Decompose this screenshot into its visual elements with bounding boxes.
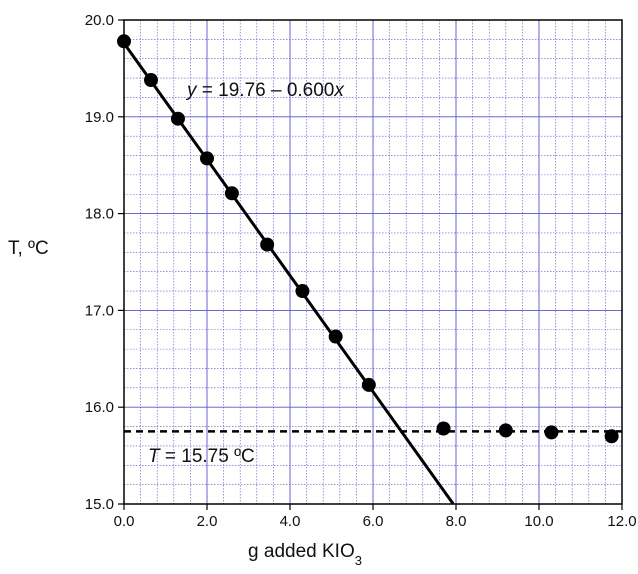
data-point <box>498 423 513 438</box>
data-point <box>260 237 275 252</box>
x-tick-label: 12.0 <box>607 513 636 530</box>
y-tick-label: 16.0 <box>85 399 114 416</box>
fit-equation-x: x <box>333 80 345 101</box>
baseline-equation-var: T <box>148 446 161 467</box>
data-point <box>604 429 619 444</box>
x-tick-label: 0.0 <box>114 513 135 530</box>
data-point <box>361 377 376 392</box>
data-point <box>143 73 158 88</box>
y-tick-label: 19.0 <box>85 109 114 126</box>
y-ticks: 15.0 16.0 17.0 18.0 19.0 20.0 <box>85 12 124 513</box>
data-point <box>200 151 214 166</box>
fit-equation-var: y <box>185 80 198 101</box>
data-point <box>544 425 559 440</box>
x-tick-label: 6.0 <box>363 513 384 530</box>
x-axis-label: g added KIO3 <box>248 541 362 568</box>
x-tick-label: 2.0 <box>197 513 218 530</box>
data-point <box>436 421 451 436</box>
fit-equation-rest: = 19.76 – 0.600 <box>197 80 335 101</box>
x-tick-label: 10.0 <box>524 513 553 530</box>
x-axis-label-main: g added KIO <box>248 541 355 562</box>
fit-equation: y = 19.76 – 0.600x <box>185 80 345 101</box>
x-tick-label: 4.0 <box>280 513 301 530</box>
y-axis-label: T, ºC <box>8 238 49 259</box>
y-tick-label: 17.0 <box>85 302 114 319</box>
data-point <box>224 186 239 201</box>
x-tick-label: 8.0 <box>446 513 467 530</box>
y-tick-label: 18.0 <box>85 206 114 223</box>
baseline-equation: T = 15.75 ºC <box>148 446 255 467</box>
data-point <box>295 284 310 299</box>
data-point <box>170 111 185 126</box>
y-tick-label: 20.0 <box>85 12 114 29</box>
data-point <box>328 329 343 344</box>
baseline-equation-rest: = 15.75 ºC <box>160 446 255 467</box>
y-tick-label: 15.0 <box>85 496 114 513</box>
x-axis-label-sub: 3 <box>355 553 362 568</box>
x-ticks: 0.0 2.0 4.0 6.0 8.0 10.0 12.0 <box>114 504 637 530</box>
